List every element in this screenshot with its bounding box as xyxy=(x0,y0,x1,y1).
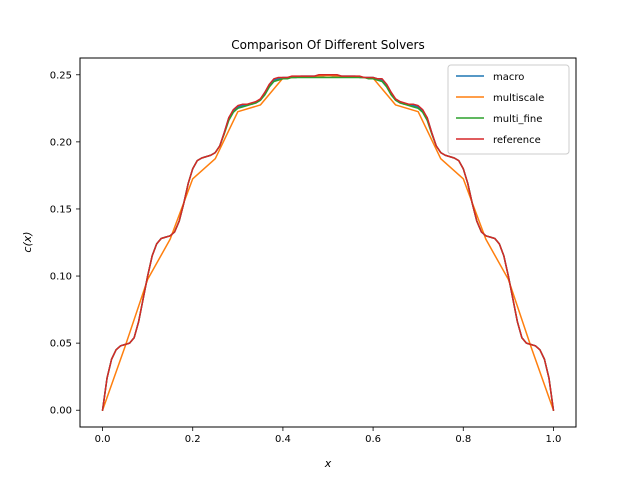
legend-label-multi-fine: multi_fine xyxy=(493,114,542,125)
y-tick-label: 0.05 xyxy=(50,339,72,350)
y-tick-label: 0.00 xyxy=(50,406,72,417)
y-tick-label: 0.10 xyxy=(50,272,72,283)
series-line-reference xyxy=(101,74,555,411)
legend-label-reference: reference xyxy=(493,135,541,146)
y-tick-label: 0.25 xyxy=(50,70,72,81)
x-axis-label: x xyxy=(324,457,332,470)
y-tick-label: 0.15 xyxy=(50,204,72,215)
series-layer xyxy=(101,74,555,411)
x-tick-label: 0.4 xyxy=(275,434,291,445)
y-axis-ticks: 0.00 0.05 0.10 0.15 0.20 0.25 xyxy=(50,70,80,417)
legend-label-multiscale: multiscale xyxy=(493,93,544,104)
x-tick-label: 1.0 xyxy=(546,434,562,445)
chart-title: Comparison Of Different Solvers xyxy=(231,38,425,52)
plot-frame xyxy=(79,57,577,428)
x-tick-label: 0.2 xyxy=(185,434,201,445)
y-axis-label: c(x) xyxy=(21,231,34,252)
x-tick-label: 0.0 xyxy=(95,434,111,445)
legend-label-macro: macro xyxy=(493,72,524,83)
legend: macro multiscale multi_fine reference xyxy=(447,64,570,155)
y-tick-label: 0.20 xyxy=(50,137,72,148)
x-tick-label: 0.8 xyxy=(455,434,471,445)
legend-box xyxy=(447,64,570,155)
x-tick-label: 0.6 xyxy=(365,434,381,445)
x-axis-ticks: 0.0 0.2 0.4 0.6 0.8 1.0 xyxy=(95,427,562,445)
